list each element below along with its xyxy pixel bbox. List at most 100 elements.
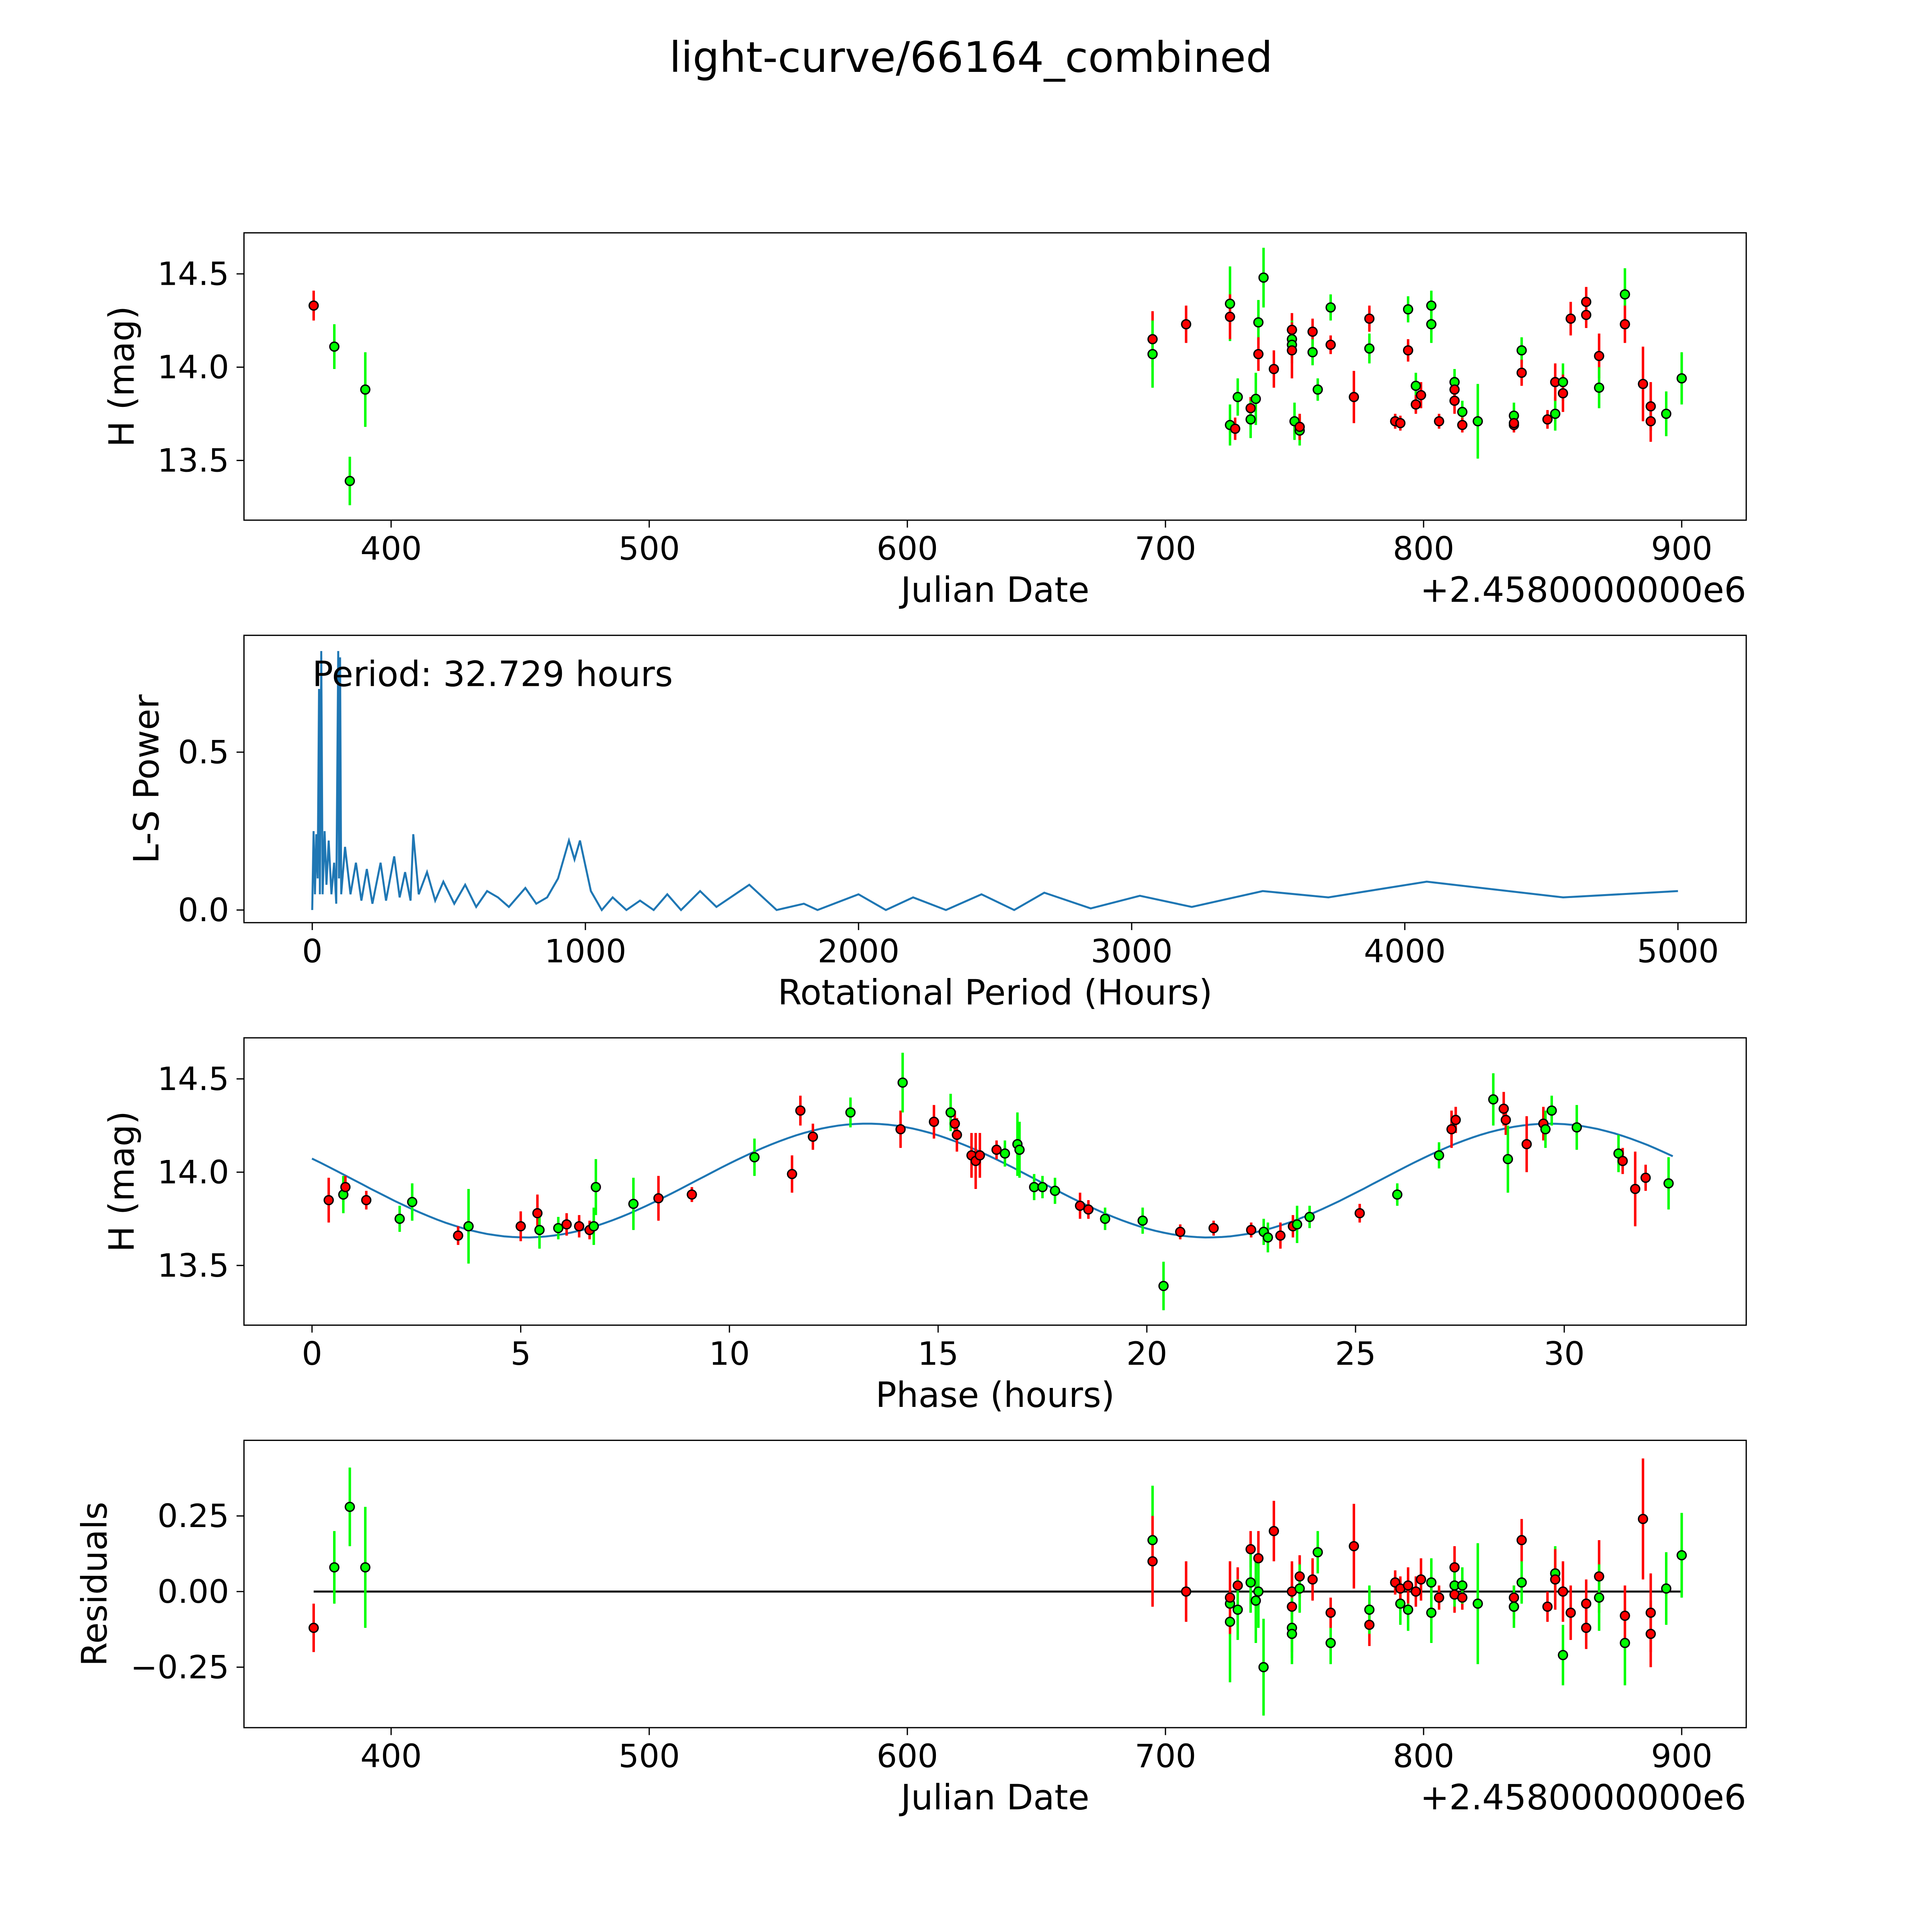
data-point — [787, 1169, 798, 1179]
x-tick-label: 900 — [1651, 530, 1713, 568]
y-tick-label: 0.25 — [157, 1497, 229, 1535]
data-point — [1287, 1629, 1297, 1639]
plot-area — [308, 1458, 1687, 1716]
data-point — [1645, 401, 1656, 412]
data-point — [1354, 1208, 1365, 1219]
data-point — [1509, 1601, 1519, 1612]
data-point — [1558, 1650, 1568, 1660]
data-point — [1313, 1547, 1323, 1558]
data-point — [1488, 1094, 1498, 1105]
data-point — [808, 1131, 818, 1142]
data-point — [1000, 1148, 1010, 1159]
data-point — [395, 1213, 405, 1224]
data-point — [1230, 423, 1240, 434]
data-point — [574, 1221, 585, 1231]
data-point — [1619, 289, 1630, 300]
data-point — [1287, 345, 1297, 356]
y-tick-label: 14.5 — [157, 1060, 229, 1098]
data-point — [1516, 1535, 1527, 1546]
data-point — [308, 1622, 319, 1633]
data-point — [1325, 302, 1336, 313]
x-tick-label: 800 — [1393, 1738, 1454, 1775]
data-point — [1225, 298, 1235, 309]
data-point — [590, 1182, 601, 1192]
data-point — [1258, 272, 1269, 283]
data-point — [1509, 418, 1519, 429]
x-tick-label: 800 — [1393, 530, 1454, 568]
y-tick-label: 13.5 — [157, 442, 229, 479]
data-point — [1147, 1535, 1158, 1546]
data-point — [1181, 1586, 1191, 1597]
x-tick-label: 15 — [918, 1335, 959, 1372]
data-point — [1581, 1598, 1592, 1609]
data-point — [1449, 384, 1460, 395]
data-point — [1581, 310, 1592, 320]
data-point — [329, 341, 340, 352]
data-point — [463, 1221, 474, 1231]
data-point — [1640, 1172, 1651, 1183]
data-point — [1287, 1601, 1297, 1612]
data-point — [1175, 1226, 1185, 1237]
data-point — [687, 1189, 697, 1200]
x-tick-label: 600 — [877, 530, 938, 568]
data-point — [1638, 379, 1648, 389]
plot-area — [311, 651, 1678, 912]
data-point — [1083, 1204, 1094, 1215]
data-point — [1014, 1145, 1025, 1155]
data-point — [1434, 1592, 1444, 1603]
data-point — [1392, 1189, 1403, 1200]
data-point — [1395, 418, 1406, 429]
data-point — [1509, 1592, 1519, 1603]
data-point — [1262, 1232, 1273, 1243]
data-point — [515, 1221, 526, 1231]
data-point — [1645, 1607, 1656, 1618]
x-tick-label: 20 — [1126, 1335, 1167, 1372]
y-tick-label: 0.00 — [157, 1573, 229, 1611]
data-point — [1403, 1604, 1413, 1615]
data-point — [532, 1208, 543, 1219]
data-point — [1364, 343, 1375, 354]
data-point — [1619, 1638, 1630, 1648]
data-point — [1364, 1604, 1375, 1615]
y-tick-label: 14.0 — [157, 349, 229, 386]
data-point — [1364, 313, 1375, 324]
data-point — [795, 1105, 806, 1116]
data-point — [1434, 416, 1444, 427]
x-axis-label: Julian Date — [899, 1778, 1089, 1818]
data-point — [1434, 1150, 1444, 1161]
data-point — [1325, 339, 1336, 350]
data-point — [1245, 1544, 1256, 1554]
data-point — [1292, 1219, 1303, 1230]
data-point — [1457, 420, 1468, 430]
x-tick-label: 700 — [1135, 530, 1196, 568]
data-point — [1147, 349, 1158, 359]
x-tick-label: 1000 — [544, 932, 626, 970]
data-point — [1158, 1281, 1169, 1291]
data-point — [1500, 1115, 1511, 1125]
y-tick-label: 14.0 — [157, 1153, 229, 1191]
panel-periodogram: 0 1000 2000 3000 4000 5000 0.0 0.5 Rotational Pe… — [127, 634, 1747, 1013]
data-point — [1245, 403, 1256, 413]
data-point — [1410, 399, 1421, 410]
data-point — [628, 1199, 639, 1209]
figure-title: light-curve/66164_combined — [669, 33, 1272, 82]
data-point — [1275, 1230, 1286, 1241]
axes-frame — [243, 232, 1747, 521]
panel-phased: 0 5 10 15 20 25 30 13.5 14.0 14.5 Phase (hours) H (… — [102, 1037, 1747, 1415]
data-point — [1540, 1124, 1551, 1134]
data-point — [1619, 319, 1630, 330]
data-point — [1294, 1571, 1305, 1582]
data-point — [1253, 317, 1264, 328]
data-point — [1258, 1662, 1269, 1672]
y-axis-label: Residuals — [75, 1502, 115, 1666]
x-tick-label: 500 — [619, 1738, 680, 1775]
data-point — [1250, 1595, 1261, 1606]
data-point — [1581, 1622, 1592, 1633]
plot-area — [308, 248, 1687, 505]
data-point — [1550, 408, 1561, 419]
data-point — [407, 1197, 418, 1208]
data-point — [1565, 1607, 1576, 1618]
data-point — [1232, 392, 1243, 402]
x-tick-label: 400 — [361, 1738, 422, 1775]
